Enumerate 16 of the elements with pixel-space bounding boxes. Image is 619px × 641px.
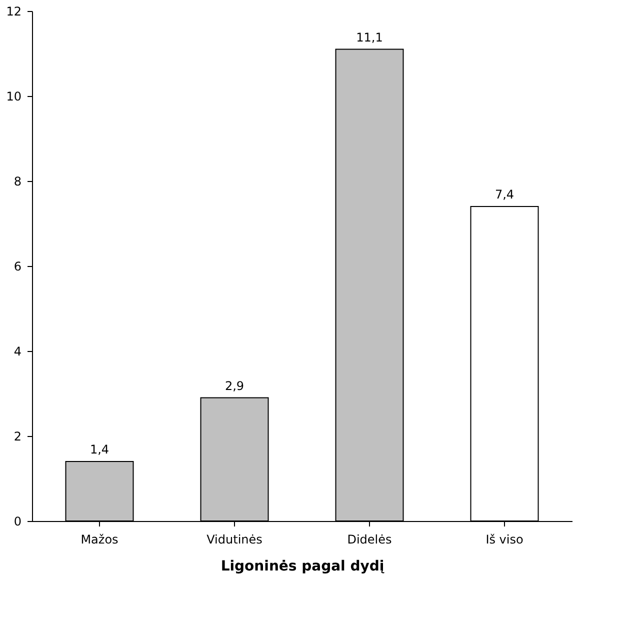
x-tick-label: Didelės bbox=[347, 532, 392, 546]
x-axis-title: Ligoninės pagal dydį bbox=[220, 558, 384, 574]
y-tick-label: 10 bbox=[6, 90, 22, 104]
data-label: 11,1 bbox=[356, 30, 383, 44]
y-tick-label: 6 bbox=[14, 260, 22, 274]
x-tick-label: Vidutinės bbox=[206, 532, 262, 546]
x-tick-label: Iš viso bbox=[486, 532, 524, 546]
y-tick-label: 12 bbox=[6, 4, 22, 18]
y-tick-label: 8 bbox=[14, 174, 22, 188]
data-label: 7,4 bbox=[494, 188, 514, 202]
y-tick-label: 4 bbox=[14, 344, 22, 358]
data-label: 1,4 bbox=[90, 442, 110, 456]
data-label: 2,9 bbox=[224, 378, 244, 393]
y-tick-label: 0 bbox=[14, 514, 22, 528]
x-tick-label: Mažos bbox=[80, 532, 118, 546]
y-tick-label: 2 bbox=[14, 430, 22, 444]
